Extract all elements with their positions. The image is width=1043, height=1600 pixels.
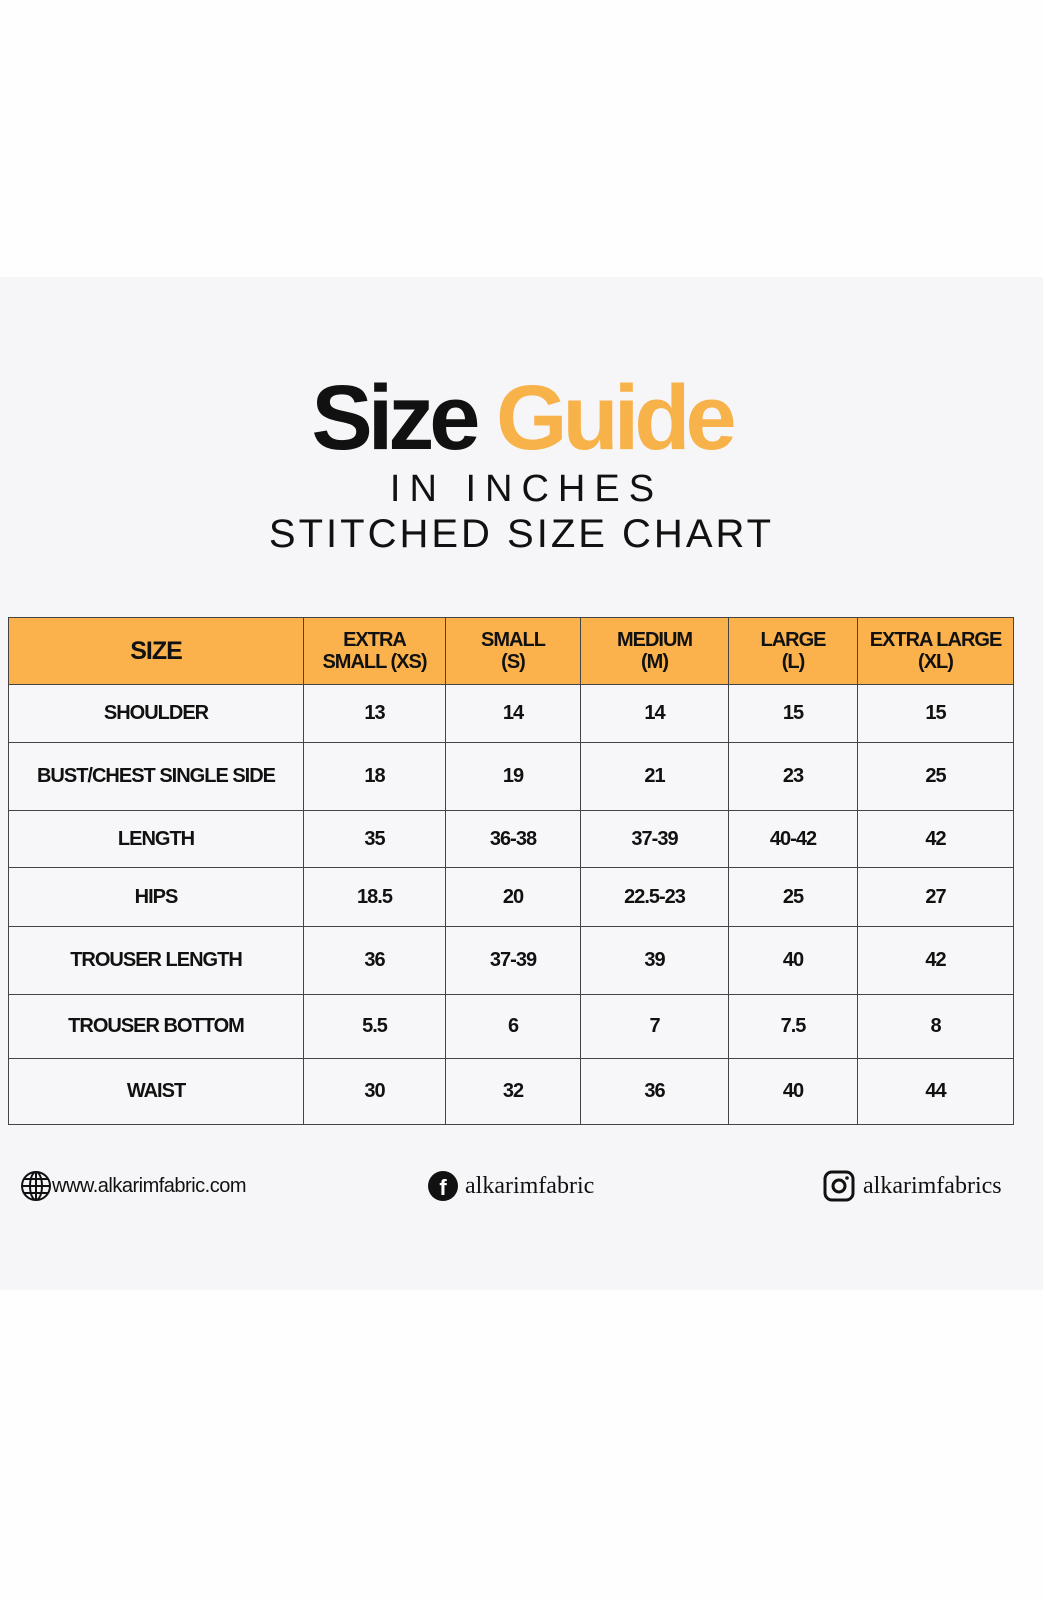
facebook-text: alkarimfabric <box>465 1172 595 1199</box>
facebook-link[interactable]: f alkarimfabric <box>427 1170 594 1202</box>
table-cell: 5.5 <box>303 994 446 1059</box>
table-cell: 36-38 <box>445 810 581 868</box>
table-cell: 39 <box>580 926 729 995</box>
table-cell: 30 <box>303 1058 446 1125</box>
instagram-link[interactable]: alkarimfabrics <box>823 1170 1002 1202</box>
title-word-guide: Guide <box>495 367 737 469</box>
table-cell: 21 <box>580 742 729 811</box>
table-row: TROUSER BOTTOM 5.5 6 7 7.5 8 <box>8 994 1014 1059</box>
header-text: SIZE <box>130 637 183 665</box>
table-cell: 18 <box>303 742 446 811</box>
header-text: EXTRA LARGE <box>869 629 1003 651</box>
header-text: EXTRA <box>343 629 407 651</box>
table-cell: 18.5 <box>303 867 446 927</box>
table-cell: 15 <box>857 684 1014 743</box>
table-cell: 14 <box>445 684 581 743</box>
table-row: HIPS 18.5 20 22.5-23 25 27 <box>8 867 1014 927</box>
table-header-row: SIZE EXTRA SMALL (XS) SMALL (S) MEDIUM (M) LARG… <box>8 617 1014 685</box>
table-cell: 8 <box>857 994 1014 1059</box>
subtitle-units: IN INCHES <box>389 468 664 510</box>
table-cell: 35 <box>303 810 446 868</box>
row-label: HIPS <box>8 867 304 927</box>
table-cell: 40 <box>728 1058 858 1125</box>
title-word-size: Size <box>311 367 480 469</box>
page-title: Size Guide <box>0 368 1043 468</box>
table-cell: 42 <box>857 926 1014 995</box>
row-label: TROUSER BOTTOM <box>8 994 304 1059</box>
table-cell: 20 <box>445 867 581 927</box>
table-cell: 37-39 <box>580 810 729 868</box>
table-cell: 25 <box>728 867 858 927</box>
table-cell: 7.5 <box>728 994 858 1059</box>
header-size: SIZE <box>8 617 304 685</box>
header-text: (S) <box>501 651 526 673</box>
table-cell: 13 <box>303 684 446 743</box>
table-row: LENGTH 35 36-38 37-39 40-42 42 <box>8 810 1014 868</box>
table-row: WAIST 30 32 36 40 44 <box>8 1058 1014 1125</box>
header-text: (XL) <box>918 651 954 673</box>
website-link[interactable]: www.alkarimfabric.com <box>20 1170 246 1202</box>
subtitle-chart: STITCHED SIZE CHART <box>268 512 775 556</box>
header-column: MEDIUM (M) <box>580 617 729 685</box>
instagram-text: alkarimfabrics <box>863 1172 1002 1199</box>
header-column: SMALL (S) <box>445 617 581 685</box>
row-label: SHOULDER <box>8 684 304 743</box>
table-row: TROUSER LENGTH 36 37-39 39 40 42 <box>8 926 1014 995</box>
header-column: EXTRA SMALL (XS) <box>303 617 446 685</box>
table-cell: 36 <box>303 926 446 995</box>
table-cell: 25 <box>857 742 1014 811</box>
table-cell: 7 <box>580 994 729 1059</box>
row-label: TROUSER LENGTH <box>8 926 304 995</box>
table-cell: 36 <box>580 1058 729 1125</box>
table-row: SHOULDER 13 14 14 15 15 <box>8 684 1014 743</box>
header-text: MEDIUM <box>616 629 693 651</box>
table-cell: 37-39 <box>445 926 581 995</box>
table-cell: 44 <box>857 1058 1014 1125</box>
table-cell: 40 <box>728 926 858 995</box>
table-cell: 27 <box>857 867 1014 927</box>
table-row: BUST/CHEST SINGLE SIDE 18 19 21 23 25 <box>8 742 1014 811</box>
table-cell: 23 <box>728 742 858 811</box>
header-text: SMALL (XS) <box>322 651 427 673</box>
header-text: SMALL <box>481 629 546 651</box>
header-text: (M) <box>641 651 669 673</box>
table-cell: 19 <box>445 742 581 811</box>
website-text: www.alkarimfabric.com <box>52 1174 246 1197</box>
table-cell: 6 <box>445 994 581 1059</box>
table-cell: 32 <box>445 1058 581 1125</box>
header-text: LARGE <box>760 629 827 651</box>
row-label: WAIST <box>8 1058 304 1125</box>
facebook-icon: f <box>428 1171 458 1201</box>
header-text: (L) <box>781 651 806 673</box>
table-cell: 14 <box>580 684 729 743</box>
size-table: SIZE EXTRA SMALL (XS) SMALL (S) MEDIUM (M) LARG… <box>8 617 1014 1125</box>
svg-text:f: f <box>439 1175 447 1200</box>
globe-icon <box>21 1171 51 1201</box>
table-cell: 42 <box>857 810 1014 868</box>
table-cell: 40-42 <box>728 810 858 868</box>
table-cell: 15 <box>728 684 858 743</box>
row-label: BUST/CHEST SINGLE SIDE <box>8 742 304 811</box>
row-label: LENGTH <box>8 810 304 868</box>
header-column: LARGE (L) <box>728 617 858 685</box>
header-column: EXTRA LARGE (XL) <box>857 617 1014 685</box>
instagram-icon <box>823 1170 855 1202</box>
table-cell: 22.5-23 <box>580 867 729 927</box>
